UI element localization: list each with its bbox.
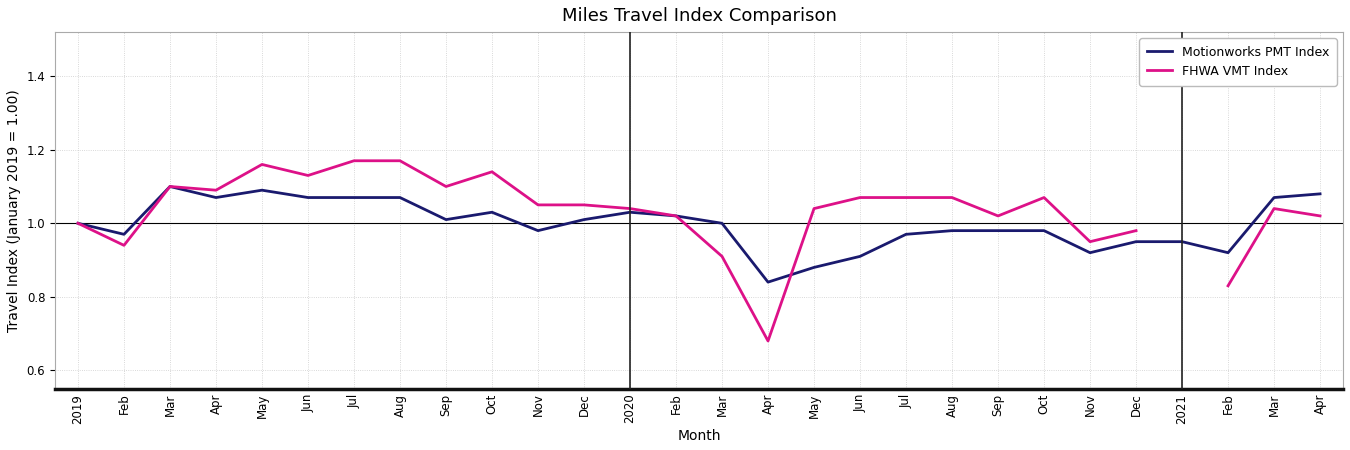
FHWA VMT Index	[760, 338, 776, 344]
Line: FHWA VMT Index: FHWA VMT Index	[78, 161, 1137, 341]
Motionworks PMT Index	[116, 232, 132, 237]
Motionworks PMT Index	[1035, 228, 1052, 234]
Motionworks PMT Index	[300, 195, 316, 200]
Motionworks PMT Index	[990, 228, 1006, 234]
Motionworks PMT Index	[1220, 250, 1237, 256]
FHWA VMT Index	[990, 213, 1006, 219]
FHWA VMT Index	[208, 188, 224, 193]
FHWA VMT Index	[392, 158, 408, 163]
Motionworks PMT Index	[392, 195, 408, 200]
Motionworks PMT Index	[622, 210, 639, 215]
FHWA VMT Index	[668, 213, 684, 219]
Motionworks PMT Index	[1081, 250, 1098, 256]
FHWA VMT Index	[116, 243, 132, 248]
Motionworks PMT Index	[437, 217, 454, 222]
FHWA VMT Index	[1129, 228, 1145, 234]
Motionworks PMT Index	[531, 228, 547, 234]
Motionworks PMT Index	[806, 265, 822, 270]
FHWA VMT Index	[1081, 239, 1098, 244]
Motionworks PMT Index	[254, 188, 270, 193]
Title: Miles Travel Index Comparison: Miles Travel Index Comparison	[562, 7, 837, 25]
Motionworks PMT Index	[70, 220, 86, 226]
FHWA VMT Index	[531, 202, 547, 207]
FHWA VMT Index	[806, 206, 822, 211]
Motionworks PMT Index	[898, 232, 914, 237]
FHWA VMT Index	[622, 206, 639, 211]
Motionworks PMT Index	[1266, 195, 1282, 200]
Motionworks PMT Index	[483, 210, 499, 215]
Motionworks PMT Index	[714, 220, 730, 226]
Line: Motionworks PMT Index: Motionworks PMT Index	[78, 186, 1320, 282]
Y-axis label: Travel Index (January 2019 = 1.00): Travel Index (January 2019 = 1.00)	[7, 89, 22, 332]
FHWA VMT Index	[898, 195, 914, 200]
FHWA VMT Index	[300, 173, 316, 178]
FHWA VMT Index	[576, 202, 593, 207]
Motionworks PMT Index	[668, 213, 684, 219]
FHWA VMT Index	[437, 184, 454, 189]
FHWA VMT Index	[483, 169, 499, 175]
Motionworks PMT Index	[1174, 239, 1191, 244]
Motionworks PMT Index	[760, 279, 776, 285]
Motionworks PMT Index	[162, 184, 178, 189]
Motionworks PMT Index	[1312, 191, 1328, 197]
FHWA VMT Index	[162, 184, 178, 189]
FHWA VMT Index	[852, 195, 868, 200]
FHWA VMT Index	[254, 162, 270, 167]
Motionworks PMT Index	[944, 228, 960, 234]
FHWA VMT Index	[1035, 195, 1052, 200]
X-axis label: Month: Month	[678, 429, 721, 443]
Motionworks PMT Index	[1129, 239, 1145, 244]
Legend: Motionworks PMT Index, FHWA VMT Index: Motionworks PMT Index, FHWA VMT Index	[1139, 38, 1336, 86]
FHWA VMT Index	[944, 195, 960, 200]
FHWA VMT Index	[346, 158, 362, 163]
Motionworks PMT Index	[346, 195, 362, 200]
Motionworks PMT Index	[576, 217, 593, 222]
Motionworks PMT Index	[852, 254, 868, 259]
Motionworks PMT Index	[208, 195, 224, 200]
FHWA VMT Index	[714, 254, 730, 259]
FHWA VMT Index	[70, 220, 86, 226]
